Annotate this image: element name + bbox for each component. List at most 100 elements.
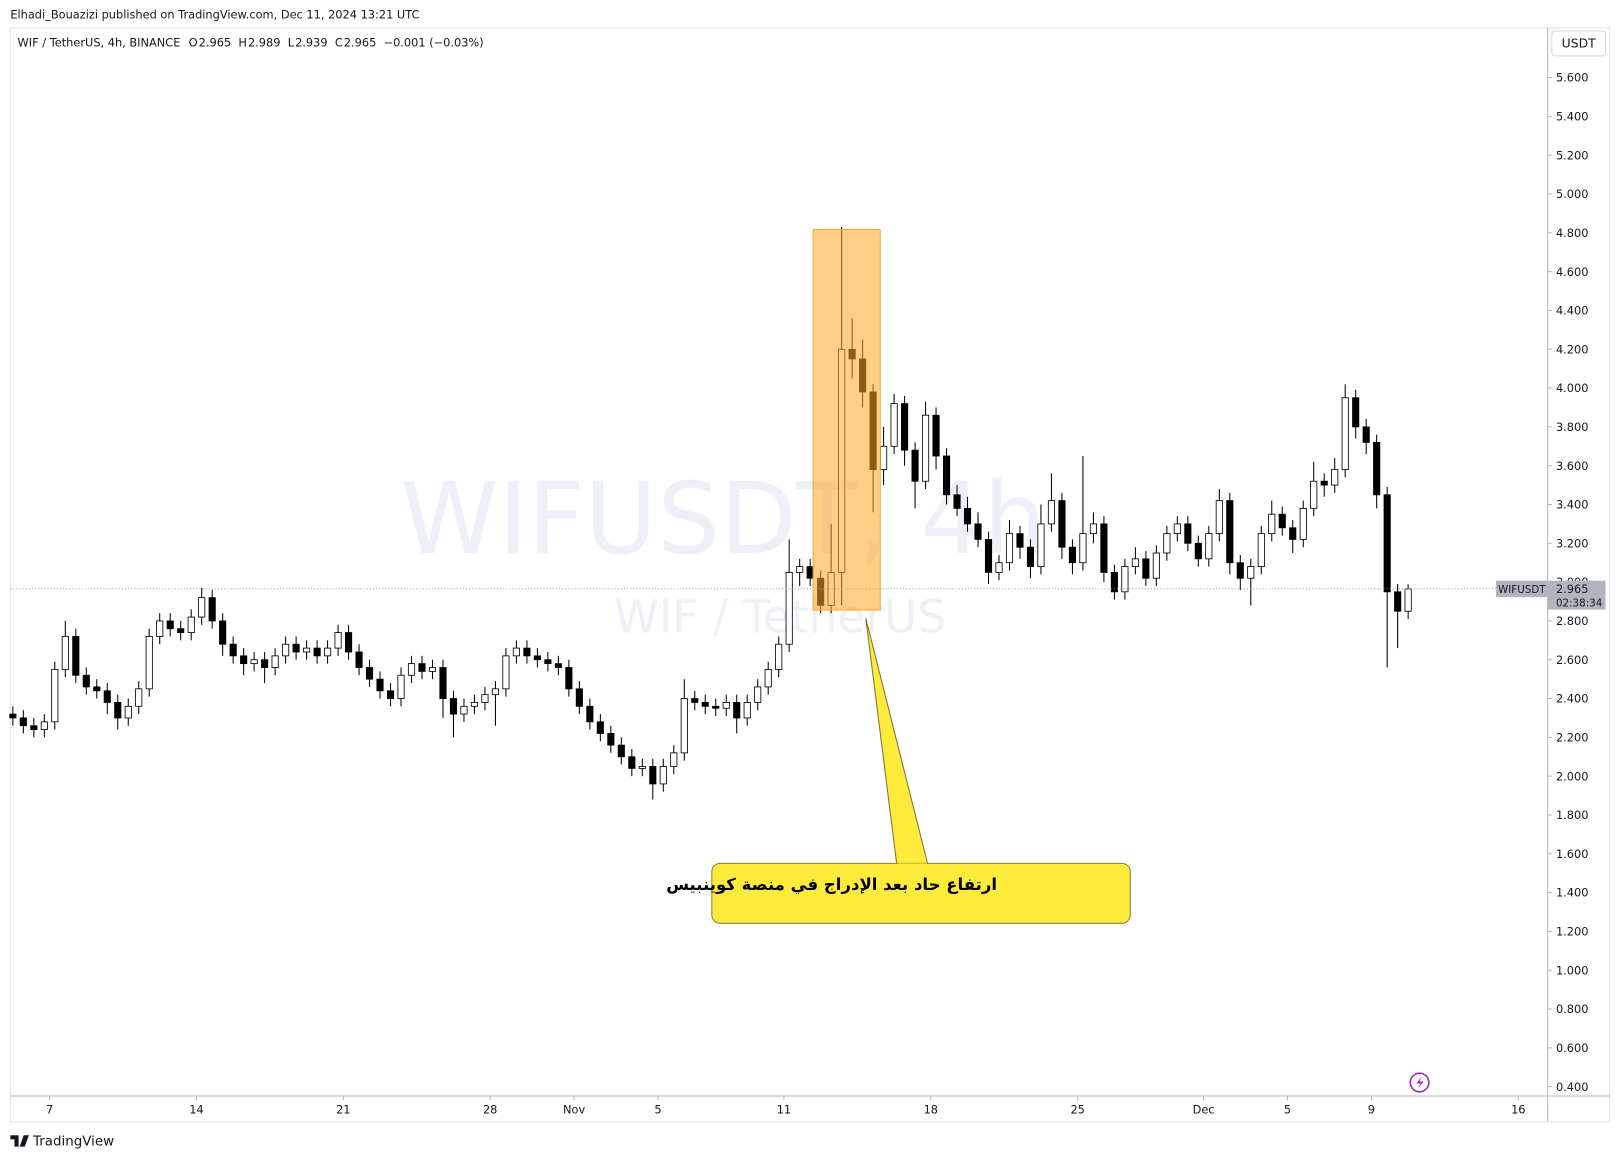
symbol-tag (1496, 580, 1548, 598)
currency-label: USDT (1562, 36, 1596, 51)
candle-body (82, 674, 90, 688)
candle-body (659, 766, 667, 785)
y-tick-label: 0.600 (1556, 1041, 1589, 1055)
watermark-name: WIF / TetherUS (614, 591, 946, 644)
candle-body (156, 620, 164, 637)
candle-body (1268, 513, 1276, 535)
candle-body (470, 702, 479, 707)
price-tag-value: 2.965 (1556, 582, 1589, 596)
candle-body (355, 651, 363, 668)
candle-body (219, 620, 227, 645)
price-tag (1547, 580, 1606, 610)
candle-body (733, 702, 741, 719)
y-tick-label: 2.400 (1556, 692, 1589, 706)
y-tick-label: 3.600 (1556, 459, 1589, 473)
candle-body (1016, 533, 1024, 548)
candle-body (19, 717, 27, 727)
candle-body (1121, 566, 1129, 593)
candle-body (1205, 533, 1213, 560)
y-tick-label: 0.400 (1556, 1080, 1589, 1094)
candle-body (533, 655, 541, 661)
candle-body (596, 721, 604, 734)
candle-body (617, 744, 625, 758)
candle-body (365, 667, 374, 680)
candle-body (61, 636, 69, 670)
candle-body (1215, 500, 1223, 535)
candle-body (449, 698, 458, 715)
candle-body (428, 667, 437, 672)
candle-body (796, 566, 804, 573)
candle-body (261, 659, 269, 668)
candle-body (1278, 513, 1286, 529)
candle-body (386, 690, 395, 699)
y-tick-label: 1.800 (1556, 808, 1589, 822)
price-tag-countdown: 02:38:34 (1556, 597, 1602, 609)
candle-body (51, 669, 59, 723)
candle-body (187, 616, 195, 633)
brand-name: TradingView (32, 1135, 114, 1150)
candle-body (124, 705, 132, 719)
candle-body (1163, 533, 1171, 554)
y-tick-label: 3.200 (1556, 536, 1589, 550)
watermark-symbol: WIFUSDT, 4h (400, 462, 1046, 577)
candle-body (942, 455, 951, 496)
candle-body (1310, 480, 1318, 509)
candle-body (1110, 572, 1118, 593)
y-tick-label: 5.400 (1556, 110, 1589, 124)
candle-body (1299, 507, 1307, 540)
x-tick-label: 16 (1511, 1103, 1525, 1117)
candle-body (575, 688, 583, 707)
candle-body (282, 643, 290, 657)
y-tick-label: 2.600 (1556, 653, 1589, 667)
legend-item: L (288, 36, 295, 50)
y-tick-label: 4.400 (1556, 304, 1589, 318)
candle-body (764, 669, 772, 688)
y-tick-label: 4.200 (1556, 342, 1589, 356)
candle-body (1100, 523, 1108, 573)
legend-item: 2.965 (199, 36, 232, 50)
candle-body (1079, 533, 1087, 564)
candle-body (523, 647, 531, 657)
alert-bolt (1416, 1076, 1424, 1089)
candle-body (1373, 441, 1381, 496)
candle-body (135, 688, 143, 707)
legend-item: −0.001 (−0.03%) (384, 36, 484, 50)
legend: WIF / TetherUS, 4h, BINANCE O 2.965 H 2.989 L… (18, 36, 484, 50)
y-tick-label: 5.200 (1556, 148, 1589, 162)
x-tick-label: Nov (563, 1103, 585, 1117)
candle-body (40, 721, 48, 731)
candle-body (145, 636, 153, 690)
x-tick-label: 9 (1368, 1103, 1375, 1117)
candle-body (754, 686, 762, 703)
legend-item: H (238, 36, 247, 50)
publisher-line: Elhadi_Bouazizi published on TradingView… (10, 8, 419, 22)
candle-body (565, 667, 573, 690)
candle-body (1047, 500, 1056, 525)
candle-body (963, 507, 972, 525)
x-tick-label: 14 (189, 1103, 203, 1117)
candle-body (785, 572, 793, 645)
y-tick-label: 4.000 (1556, 381, 1589, 395)
candle-body (1362, 426, 1370, 443)
candle-body (397, 674, 405, 699)
x-tick-label: 5 (1284, 1103, 1291, 1117)
candle-body (1247, 566, 1255, 579)
candle-body (303, 647, 311, 653)
candle-body (418, 663, 426, 672)
plot (9, 227, 1548, 800)
candle-body (911, 449, 919, 482)
candle-body (1404, 588, 1412, 612)
candle-body (554, 663, 562, 668)
candle-body (250, 659, 258, 665)
x-tick-label: Dec (1193, 1103, 1215, 1117)
y-tick-label: 2.200 (1556, 730, 1589, 744)
candle-body (1068, 546, 1076, 564)
currency-button[interactable] (1551, 30, 1607, 57)
candle-body (1173, 523, 1181, 535)
candle-body (1184, 523, 1192, 544)
candle-body (680, 698, 688, 754)
x-tick-label: 5 (654, 1103, 661, 1117)
candle-body (166, 620, 174, 630)
candle-body (491, 688, 499, 696)
